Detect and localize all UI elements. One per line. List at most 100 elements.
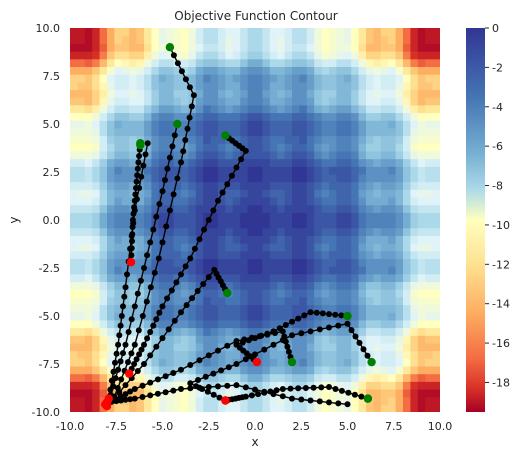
contour-cell	[395, 342, 404, 352]
contour-cell	[173, 204, 182, 213]
contour-cell	[321, 189, 330, 198]
contour-cell	[395, 58, 404, 67]
contour-cell	[84, 312, 93, 321]
contour-cell	[129, 112, 138, 121]
contour-cell	[380, 158, 389, 167]
contour-cell	[151, 173, 160, 183]
contour-cell	[292, 388, 300, 398]
contour-cell	[336, 227, 345, 236]
contour-cell	[218, 143, 226, 152]
contour-cell	[166, 51, 175, 60]
contour-cell	[188, 396, 197, 405]
contour-cell	[366, 243, 374, 252]
contour-cell	[262, 243, 271, 252]
contour-cell	[395, 158, 404, 167]
contour-cell	[107, 250, 115, 259]
contour-cell	[292, 342, 300, 352]
contour-cell	[218, 166, 226, 175]
contour-cell	[292, 58, 300, 67]
contour-cell	[269, 127, 278, 137]
path-point	[205, 384, 212, 390]
contour-cell	[247, 243, 256, 252]
contour-cell	[114, 181, 123, 190]
contour-cell	[151, 327, 160, 336]
contour-cell	[114, 127, 123, 137]
contour-cell	[210, 127, 219, 137]
contour-cell	[395, 335, 404, 344]
contour-cell	[358, 112, 367, 121]
contour-cell	[403, 104, 411, 114]
contour-cell	[299, 74, 308, 83]
path-point	[191, 245, 198, 252]
contour-cell	[166, 28, 175, 37]
contour-cell	[366, 304, 374, 313]
contour-cell	[373, 81, 382, 91]
contour-cell	[366, 166, 374, 175]
contour-cell	[306, 266, 315, 275]
contour-cell	[432, 227, 440, 236]
contour-cell	[306, 173, 315, 183]
contour-cell	[173, 358, 182, 367]
contour-cell	[77, 127, 86, 137]
contour-cell	[380, 112, 389, 121]
contour-cell	[373, 365, 382, 375]
contour-cell	[343, 273, 352, 283]
path-point	[139, 382, 146, 389]
contour-cell	[107, 227, 115, 236]
contour-cell	[195, 120, 204, 129]
contour-cell	[269, 365, 278, 375]
contour-cell	[203, 204, 212, 213]
contour-cell	[225, 166, 234, 175]
contour-cell	[195, 312, 204, 321]
contour-cell	[84, 51, 93, 60]
start-marker	[221, 131, 230, 140]
contour-cell	[262, 112, 271, 121]
contour-cell	[314, 381, 323, 390]
contour-cell	[203, 97, 212, 106]
contour-cell	[432, 196, 440, 206]
contour-cell	[70, 358, 78, 367]
contour-cell	[366, 212, 374, 221]
contour-cell	[417, 327, 426, 336]
contour-cell	[166, 381, 175, 390]
contour-cell	[336, 281, 345, 290]
path-point	[272, 330, 278, 336]
contour-cell	[136, 304, 145, 313]
path-point	[184, 125, 191, 132]
contour-cell	[195, 173, 204, 183]
contour-cell	[232, 51, 241, 60]
contour-cell	[166, 388, 175, 398]
contour-cell	[336, 289, 345, 298]
path-point	[307, 309, 314, 316]
contour-cell	[77, 335, 86, 344]
path-point	[195, 377, 201, 383]
path-point	[196, 384, 203, 391]
contour-cell	[99, 227, 108, 236]
contour-cell	[314, 104, 323, 114]
contour-cell	[70, 204, 78, 213]
path-point	[345, 389, 352, 396]
contour-cell	[129, 273, 138, 283]
contour-cell	[314, 173, 323, 183]
contour-cell	[329, 112, 337, 121]
contour-cell	[210, 89, 219, 98]
contour-cell	[373, 189, 382, 198]
contour-cell	[358, 273, 367, 283]
contour-cell	[425, 212, 434, 221]
contour-cell	[380, 51, 389, 60]
contour-cell	[306, 104, 315, 114]
contour-cell	[129, 404, 138, 412]
end-marker	[102, 398, 112, 407]
contour-cell	[99, 266, 108, 275]
contour-cell	[388, 51, 397, 60]
contour-cell	[92, 204, 101, 213]
contour-cell	[410, 335, 419, 344]
contour-cell	[432, 350, 440, 359]
contour-cell	[329, 35, 337, 44]
contour-cell	[306, 51, 315, 60]
contour-cell	[269, 104, 278, 114]
contour-cell	[366, 158, 374, 167]
path-point	[174, 175, 181, 182]
start-marker	[223, 288, 232, 298]
